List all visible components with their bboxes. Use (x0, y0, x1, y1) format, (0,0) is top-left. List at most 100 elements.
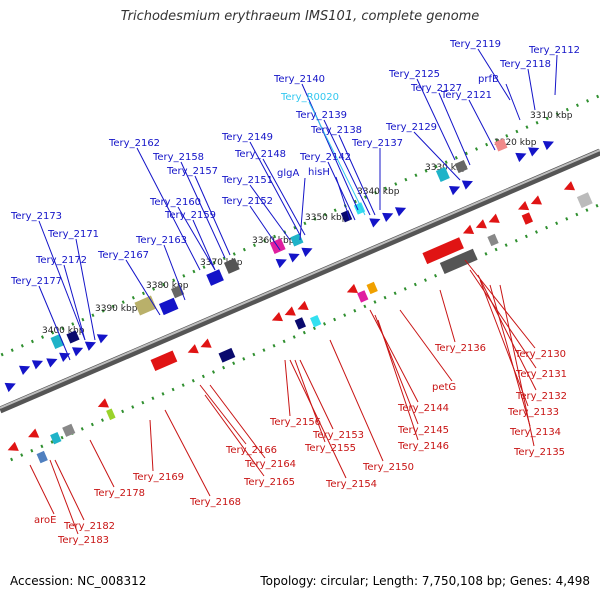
forward-gene-label: Tery_2118 (499, 59, 551, 70)
gene-reverse-arrow (200, 338, 212, 348)
ruler-tick-label: 3330 kbp (425, 163, 468, 173)
forward-gene-label: Tery_2119 (449, 39, 501, 50)
reverse-gene-label: Tery_2134 (509, 427, 561, 438)
gene-forward-block (454, 159, 468, 174)
forward-gene-leader (75, 238, 96, 341)
gene-forward-arrow (301, 247, 313, 257)
gene-forward-arrow (46, 358, 58, 368)
reverse-gene-label: Tery_2135 (513, 447, 565, 458)
reverse-gene-label: Tery_2146 (397, 441, 449, 452)
gene-forward-arrow (4, 382, 16, 393)
gene-reverse-block (439, 248, 478, 275)
gene-reverse-block (50, 431, 62, 445)
gene-reverse-arrow (488, 213, 500, 223)
gene-reverse-block (36, 450, 48, 464)
gene-reverse-arrow (462, 224, 475, 234)
forward-gene-label: Tery_2167 (97, 250, 149, 261)
reverse-gene-leader (464, 259, 536, 349)
reverse-gene-leader (439, 289, 456, 343)
forward-gene-label: Tery_2137 (351, 138, 403, 149)
reverse-gene-leader (89, 439, 115, 488)
reverse-gene-leader (489, 284, 531, 427)
ruler-tick-label: 3320 kbp (494, 138, 537, 148)
forward-gene-label: Tery_2127 (410, 83, 462, 94)
ruler-tick-label: 3400 kbp (42, 326, 85, 336)
gene-forward-block (353, 202, 366, 215)
reverse-gene-label: Tery_2131 (515, 369, 567, 380)
reverse-gene-label: Tery_2183 (57, 535, 109, 546)
reverse-gene-leader (199, 384, 247, 445)
forward-gene-leader (249, 184, 291, 241)
gene-reverse-arrow (284, 306, 296, 316)
ruler-tick-label: 3380 kbp (146, 281, 189, 291)
reverse-gene-label: Tery_2168 (189, 497, 241, 508)
forward-gene-label: Tery_R0020 (280, 92, 339, 103)
forward-gene-label: glgA (277, 168, 299, 179)
gene-forward-arrow (394, 207, 407, 217)
gene-forward-arrow (542, 141, 554, 151)
forward-gene-leader (262, 158, 306, 236)
reverse-gene-label: Tery_2164 (244, 459, 296, 470)
forward-gene-label: Tery_2149 (221, 132, 273, 143)
gene-reverse-arrow (517, 200, 530, 211)
gene-forward-block (134, 295, 157, 316)
forward-gene-leader (301, 83, 359, 211)
reverse-gene-label: Tery_2130 (514, 349, 566, 360)
gene-reverse-block (106, 408, 116, 421)
gene-forward-block (206, 269, 224, 286)
reverse-gene-label: petG (432, 382, 456, 393)
reverse-gene-leader (204, 394, 265, 477)
gene-reverse-block (150, 350, 178, 372)
gene-forward-arrow (461, 180, 473, 190)
gene-reverse-block (218, 347, 236, 363)
gene-forward-arrow (515, 152, 527, 163)
forward-gene-label: Tery_2157 (166, 166, 218, 177)
gene-forward-block (494, 138, 508, 152)
gene-reverse-block (521, 212, 534, 225)
forward-gene-leader (249, 205, 281, 251)
forward-gene-leader (477, 48, 511, 101)
forward-gene-label: Tery_2129 (385, 122, 437, 133)
forward-gene-label: Tery_2148 (234, 149, 286, 160)
genome-backbone-highlight (0, 149, 600, 409)
forward-gene-leader (63, 264, 86, 341)
forward-gene-leader (308, 101, 366, 216)
forward-gene-label: Tery_2160 (149, 197, 201, 208)
reverse-gene-label: Tery_2132 (515, 391, 567, 402)
forward-gene-leader (413, 131, 461, 181)
reverse-gene-label: Tery_2178 (93, 488, 145, 499)
gene-reverse-arrow (7, 441, 19, 451)
reverse-gene-label: Tery_2153 (312, 430, 364, 441)
accession-text: Accession: NC_008312 (10, 574, 147, 588)
reverse-gene-leader (477, 274, 537, 391)
forward-gene-label: Tery_2142 (299, 152, 351, 163)
ruler-tick-label: 3340 kbp (357, 187, 400, 197)
gene-forward-arrow (288, 253, 300, 263)
gene-reverse-block (422, 237, 464, 265)
gene-forward-block (435, 167, 450, 182)
gene-forward-arrow (96, 334, 109, 344)
reverse-gene-leader (209, 384, 266, 459)
reverse-gene-label: Tery_2182 (63, 521, 115, 532)
forward-gene-leader (327, 161, 356, 221)
reverse-gene-leader (399, 309, 453, 382)
forward-gene-leader (38, 285, 71, 361)
gene-reverse-arrow (187, 344, 199, 354)
reverse-gene-leader (469, 269, 537, 369)
gene-reverse-block (487, 233, 499, 247)
map-title: Trichodesmium erythraeum IMS101, complet… (120, 9, 480, 24)
ruler-tick-label: 3310 kbp (530, 111, 573, 121)
forward-gene-leader (323, 119, 371, 216)
gene-forward-arrow (31, 360, 44, 370)
gene-reverse-arrow (346, 283, 358, 294)
forward-gene-leader (125, 259, 161, 316)
gene-forward-arrow (71, 347, 84, 357)
reverse-gene-leader (164, 409, 211, 497)
forward-gene-leader (180, 161, 226, 259)
forward-gene-label: Tery_2162 (108, 138, 160, 149)
forward-gene-leader (163, 244, 186, 301)
gene-forward-arrow (369, 218, 381, 228)
reverse-gene-leader (29, 464, 55, 515)
